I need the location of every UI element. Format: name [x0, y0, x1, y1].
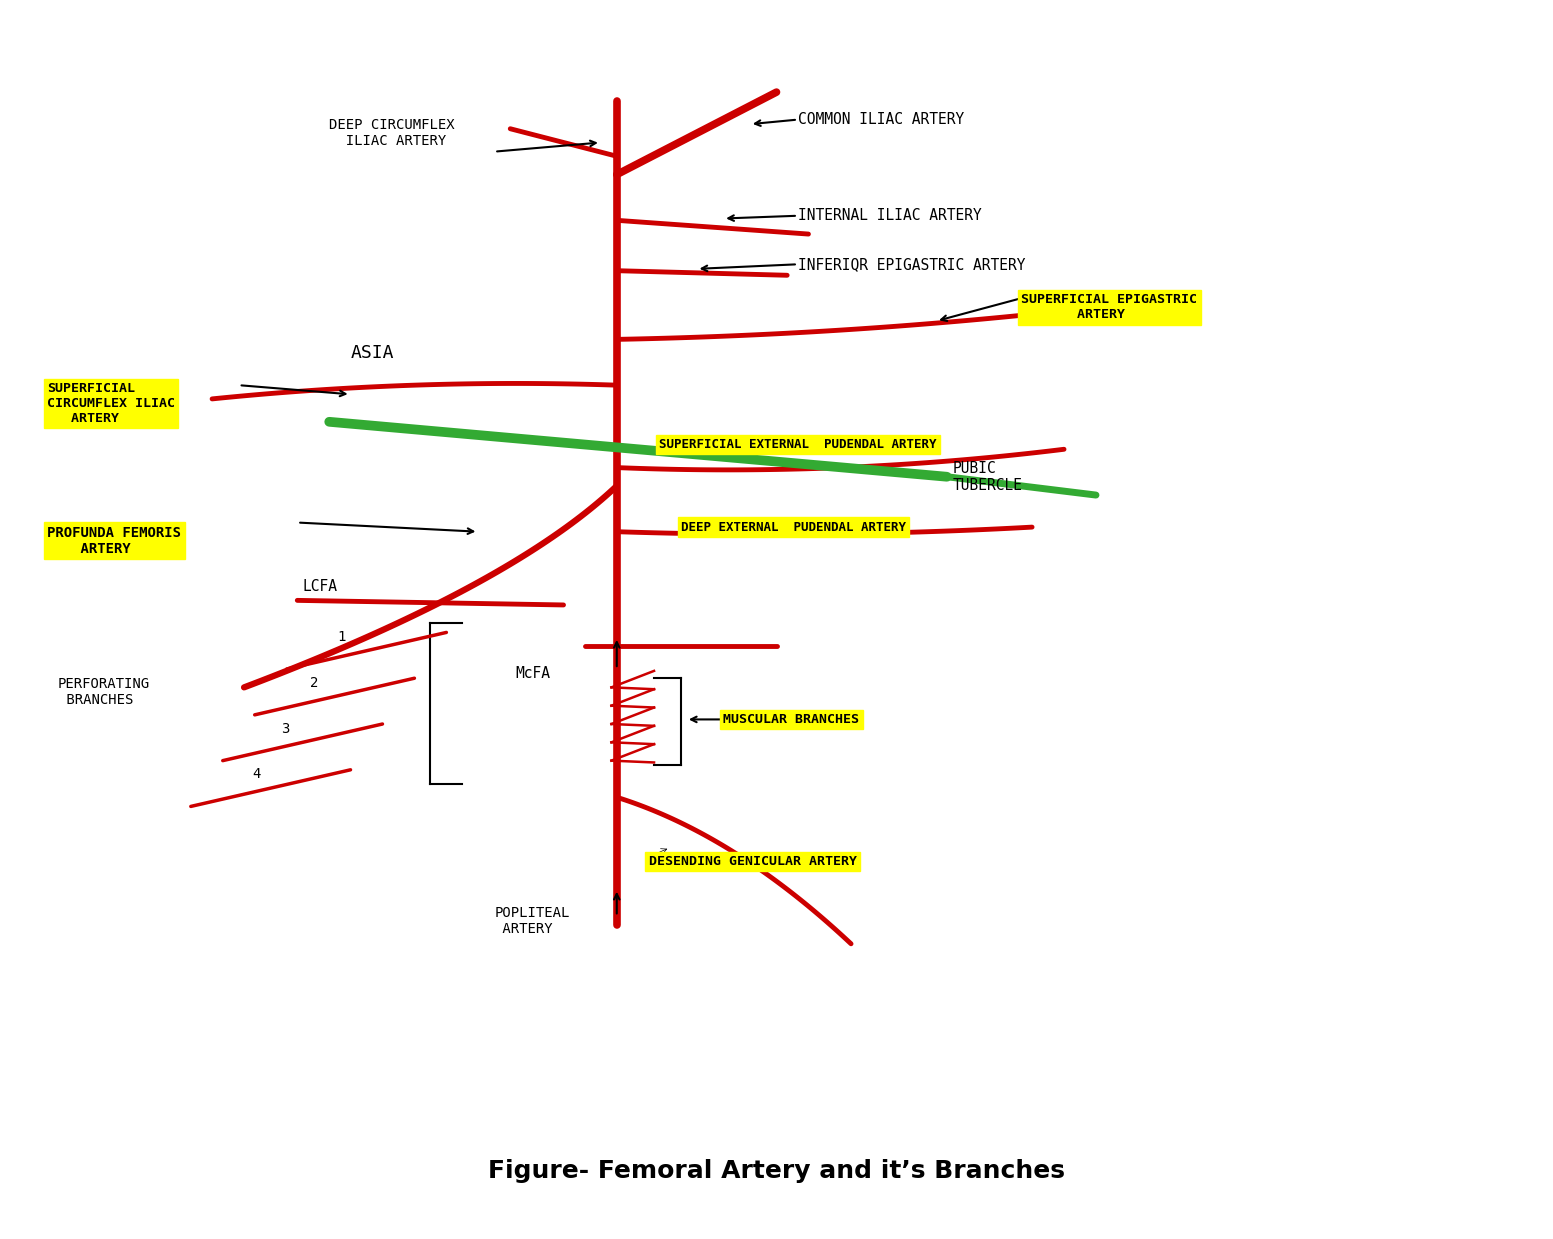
Text: SUPERFICIAL EPIGASTRIC
       ARTERY: SUPERFICIAL EPIGASTRIC ARTERY: [1022, 294, 1197, 321]
Text: COMMON ILIAC ARTERY: COMMON ILIAC ARTERY: [798, 112, 964, 128]
Text: PERFORATING
 BRANCHES: PERFORATING BRANCHES: [57, 676, 149, 707]
Text: ASIA: ASIA: [351, 344, 394, 362]
Text: 3: 3: [281, 721, 290, 736]
Text: 1: 1: [337, 629, 346, 644]
Text: 2: 2: [311, 675, 318, 690]
Text: MUSCULAR BRANCHES: MUSCULAR BRANCHES: [724, 712, 859, 726]
Text: DEEP EXTERNAL  PUDENDAL ARTERY: DEEP EXTERNAL PUDENDAL ARTERY: [680, 520, 905, 534]
Text: LCFA: LCFA: [303, 579, 337, 595]
Text: DESENDING GENICULAR ARTERY: DESENDING GENICULAR ARTERY: [649, 855, 857, 867]
Text: McFA: McFA: [516, 667, 551, 681]
Text: PUBIC
TUBERCLE: PUBIC TUBERCLE: [952, 461, 1022, 493]
Text: 4: 4: [253, 767, 261, 782]
Text: DEEP CIRCUMFLEX
  ILIAC ARTERY: DEEP CIRCUMFLEX ILIAC ARTERY: [329, 118, 455, 149]
Text: SUPERFICIAL EXTERNAL  PUDENDAL ARTERY: SUPERFICIAL EXTERNAL PUDENDAL ARTERY: [660, 439, 936, 451]
Text: INTERNAL ILIAC ARTERY: INTERNAL ILIAC ARTERY: [798, 208, 981, 223]
Text: INFERIQR EPIGASTRIC ARTERY: INFERIQR EPIGASTRIC ARTERY: [798, 256, 1025, 271]
Text: SUPERFICIAL
CIRCUMFLEX ILIAC
   ARTERY: SUPERFICIAL CIRCUMFLEX ILIAC ARTERY: [47, 382, 175, 425]
Text: POPLITEAL
 ARTERY: POPLITEAL ARTERY: [494, 906, 570, 935]
Text: PROFUNDA FEMORIS
    ARTERY: PROFUNDA FEMORIS ARTERY: [47, 525, 182, 556]
Text: Figure- Femoral Artery and it’s Branches: Figure- Femoral Artery and it’s Branches: [488, 1158, 1065, 1183]
